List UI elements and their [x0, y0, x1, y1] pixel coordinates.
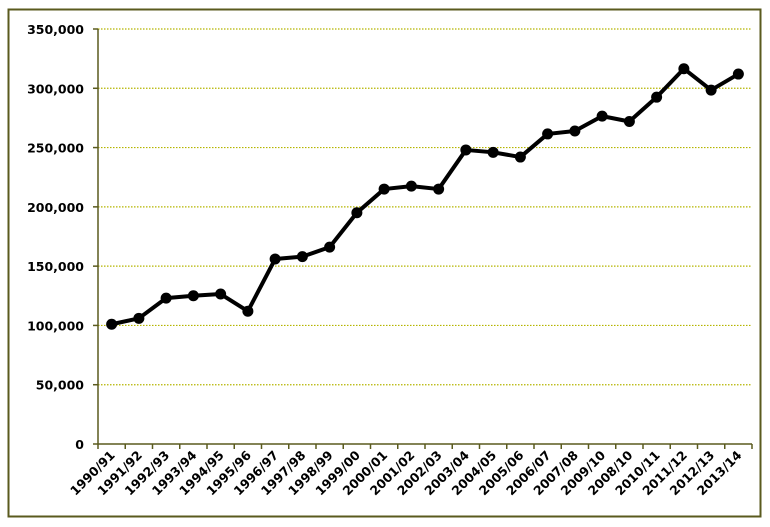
y-tick-label: 200,000: [27, 200, 84, 215]
data-point: [269, 253, 281, 265]
data-point: [623, 115, 635, 127]
data-point: [324, 241, 336, 253]
y-tick-label: 0: [75, 437, 84, 452]
y-tick-label: 50,000: [36, 378, 85, 393]
data-point: [460, 144, 472, 156]
data-point: [596, 110, 608, 122]
data-point: [433, 183, 445, 195]
data-point: [569, 125, 581, 137]
data-point: [732, 68, 744, 80]
y-tick-label: 100,000: [27, 318, 84, 333]
data-point: [678, 63, 690, 75]
data-point: [378, 183, 390, 195]
y-tick-label: 350,000: [27, 22, 84, 37]
y-tick-label: 300,000: [27, 81, 84, 96]
data-point: [160, 292, 172, 304]
data-point: [106, 318, 118, 330]
data-point: [705, 84, 717, 96]
data-point: [514, 151, 526, 163]
data-point: [187, 290, 199, 302]
data-point: [651, 91, 663, 103]
y-tick-label: 150,000: [27, 259, 84, 274]
data-point: [405, 180, 417, 192]
data-point: [133, 312, 145, 324]
data-point: [351, 207, 363, 219]
data-point: [242, 305, 254, 317]
data-point: [215, 288, 227, 300]
y-tick-label: 250,000: [27, 141, 84, 156]
data-point: [296, 251, 308, 263]
data-point: [487, 146, 499, 158]
data-point: [542, 128, 554, 140]
chart-frame: [7, 8, 762, 518]
